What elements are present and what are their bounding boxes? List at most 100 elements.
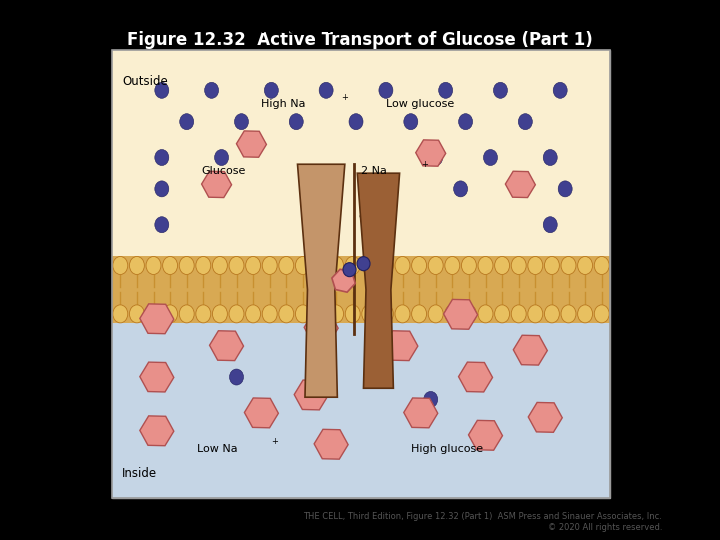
Ellipse shape bbox=[289, 114, 303, 130]
Ellipse shape bbox=[163, 305, 178, 323]
Ellipse shape bbox=[412, 305, 426, 323]
Ellipse shape bbox=[594, 256, 609, 274]
Ellipse shape bbox=[179, 256, 194, 274]
Ellipse shape bbox=[428, 256, 444, 274]
Ellipse shape bbox=[212, 305, 228, 323]
Ellipse shape bbox=[113, 305, 127, 323]
Text: Outside: Outside bbox=[122, 75, 168, 88]
Ellipse shape bbox=[345, 305, 360, 323]
Ellipse shape bbox=[423, 392, 438, 408]
Ellipse shape bbox=[130, 256, 145, 274]
Text: Low Na: Low Na bbox=[197, 444, 238, 454]
Ellipse shape bbox=[478, 305, 493, 323]
Ellipse shape bbox=[412, 256, 426, 274]
Ellipse shape bbox=[230, 369, 243, 385]
Ellipse shape bbox=[319, 82, 333, 98]
Ellipse shape bbox=[544, 217, 557, 233]
Ellipse shape bbox=[379, 256, 393, 274]
Ellipse shape bbox=[229, 256, 244, 274]
Ellipse shape bbox=[484, 150, 498, 166]
Ellipse shape bbox=[379, 305, 393, 323]
Ellipse shape bbox=[362, 305, 377, 323]
Ellipse shape bbox=[155, 82, 168, 98]
Ellipse shape bbox=[295, 305, 310, 323]
Ellipse shape bbox=[130, 305, 145, 323]
Ellipse shape bbox=[279, 305, 294, 323]
Ellipse shape bbox=[511, 256, 526, 274]
Ellipse shape bbox=[544, 150, 557, 166]
Ellipse shape bbox=[395, 256, 410, 274]
Ellipse shape bbox=[235, 114, 248, 130]
Ellipse shape bbox=[395, 305, 410, 323]
Ellipse shape bbox=[345, 256, 360, 274]
Ellipse shape bbox=[495, 305, 510, 323]
Ellipse shape bbox=[561, 305, 576, 323]
Ellipse shape bbox=[146, 256, 161, 274]
Ellipse shape bbox=[518, 114, 532, 130]
Ellipse shape bbox=[246, 305, 261, 323]
Ellipse shape bbox=[495, 256, 510, 274]
Ellipse shape bbox=[312, 305, 327, 323]
Ellipse shape bbox=[196, 305, 211, 323]
Ellipse shape bbox=[210, 181, 224, 197]
Text: 2 Na: 2 Na bbox=[361, 166, 387, 176]
Text: High glucose: High glucose bbox=[411, 444, 483, 454]
Ellipse shape bbox=[229, 305, 244, 323]
Ellipse shape bbox=[438, 82, 453, 98]
Ellipse shape bbox=[528, 256, 543, 274]
Ellipse shape bbox=[328, 256, 343, 274]
Ellipse shape bbox=[312, 256, 327, 274]
Text: High Na: High Na bbox=[261, 99, 306, 109]
Ellipse shape bbox=[212, 256, 228, 274]
Ellipse shape bbox=[404, 114, 418, 130]
Ellipse shape bbox=[215, 150, 228, 166]
Bar bbox=[112, 50, 610, 256]
Bar bbox=[112, 50, 610, 498]
Ellipse shape bbox=[511, 305, 526, 323]
Ellipse shape bbox=[577, 305, 593, 323]
Ellipse shape bbox=[478, 256, 493, 274]
Ellipse shape bbox=[155, 150, 168, 166]
Ellipse shape bbox=[558, 181, 572, 197]
Ellipse shape bbox=[155, 181, 168, 197]
Ellipse shape bbox=[155, 217, 168, 233]
Polygon shape bbox=[357, 173, 400, 388]
Ellipse shape bbox=[262, 256, 277, 274]
Ellipse shape bbox=[445, 256, 460, 274]
Ellipse shape bbox=[577, 256, 593, 274]
Ellipse shape bbox=[553, 82, 567, 98]
Ellipse shape bbox=[180, 114, 194, 130]
Bar bbox=[112, 256, 610, 323]
Ellipse shape bbox=[462, 305, 477, 323]
Ellipse shape bbox=[513, 181, 527, 197]
Text: +: + bbox=[341, 92, 348, 102]
Ellipse shape bbox=[428, 150, 443, 166]
Ellipse shape bbox=[196, 256, 211, 274]
Ellipse shape bbox=[357, 256, 370, 271]
Ellipse shape bbox=[362, 256, 377, 274]
Text: Inside: Inside bbox=[122, 467, 157, 480]
Ellipse shape bbox=[246, 256, 261, 274]
Text: Intestinal lumen: Intestinal lumen bbox=[251, 23, 374, 36]
Text: Low glucose: Low glucose bbox=[386, 99, 454, 109]
Ellipse shape bbox=[445, 305, 460, 323]
Text: +: + bbox=[271, 437, 278, 447]
Text: Glucose: Glucose bbox=[202, 166, 246, 176]
Ellipse shape bbox=[462, 256, 477, 274]
Ellipse shape bbox=[561, 256, 576, 274]
Ellipse shape bbox=[295, 256, 310, 274]
Bar bbox=[112, 323, 610, 498]
Text: +: + bbox=[420, 160, 428, 168]
Ellipse shape bbox=[544, 305, 559, 323]
Ellipse shape bbox=[179, 305, 194, 323]
Ellipse shape bbox=[379, 82, 393, 98]
Ellipse shape bbox=[264, 82, 279, 98]
Ellipse shape bbox=[349, 114, 363, 130]
Ellipse shape bbox=[493, 82, 508, 98]
Ellipse shape bbox=[343, 262, 356, 276]
Ellipse shape bbox=[459, 114, 472, 130]
Ellipse shape bbox=[454, 181, 467, 197]
Ellipse shape bbox=[163, 256, 178, 274]
Ellipse shape bbox=[428, 305, 444, 323]
Ellipse shape bbox=[528, 305, 543, 323]
